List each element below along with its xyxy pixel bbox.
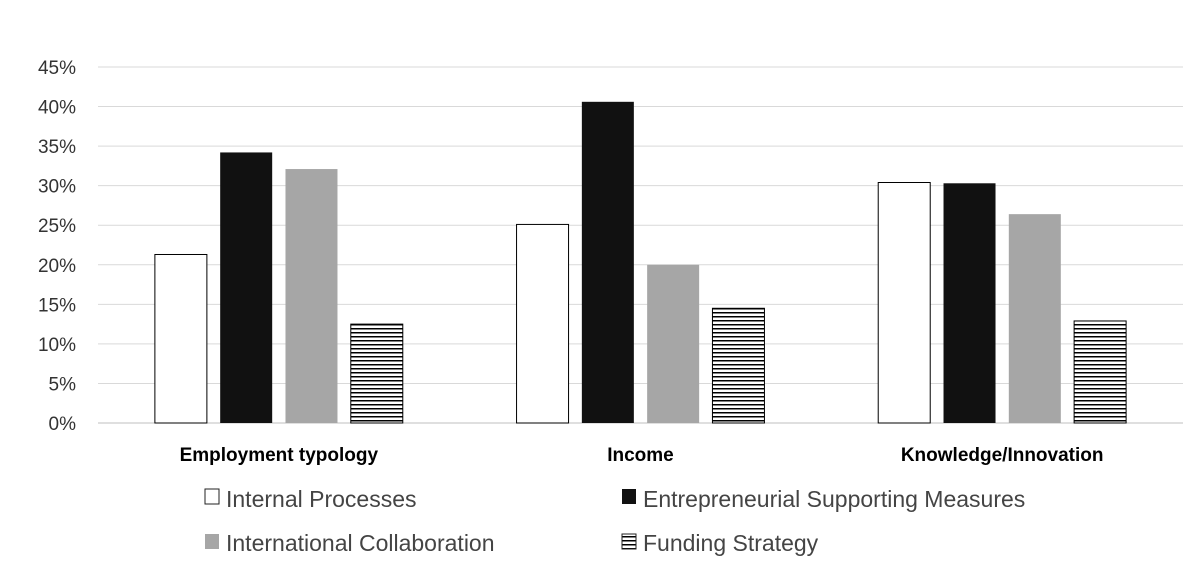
- x-axis-category-labels: Employment typology Income Knowledge/Innov…: [180, 445, 1104, 466]
- y-tick-label: 10%: [38, 335, 76, 356]
- bar-internal-processes-income: [516, 223, 570, 424]
- legend: Internal Processes Entrepreneurial Suppor…: [204, 486, 1025, 556]
- bar-international-collaboration-knowledge-innovation: [1008, 214, 1061, 423]
- y-tick-label: 45%: [38, 58, 76, 79]
- legend-label: International Collaboration: [226, 530, 495, 556]
- bar-internal-processes-knowledge-innovation: [877, 182, 931, 424]
- y-axis-tick-labels: 0% 5% 10% 15% 20% 25% 30% 35% 40% 45%: [38, 58, 76, 435]
- y-tick-label: 15%: [38, 295, 76, 316]
- x-category-label: Income: [607, 445, 674, 466]
- bar-entrepreneurial-supporting-measures-income: [581, 101, 634, 423]
- x-category-label: Employment typology: [180, 445, 379, 466]
- bar-entrepreneurial-supporting-measures-knowledge-innovation: [943, 183, 996, 423]
- y-tick-label: 25%: [38, 216, 76, 237]
- y-tick-label: 20%: [38, 256, 76, 277]
- y-tick-label: 0%: [49, 414, 77, 435]
- bar-funding-strategy-knowledge-innovation: [1073, 320, 1127, 424]
- legend-swatch: [205, 534, 219, 549]
- legend-label: Entrepreneurial Supporting Measures: [643, 486, 1025, 512]
- gridlines: [98, 66, 1183, 424]
- bar-international-collaboration-income: [647, 264, 700, 423]
- bar-funding-strategy-income: [711, 307, 765, 424]
- bar-entrepreneurial-supporting-measures-employment-typology: [220, 152, 273, 423]
- bar-funding-strategy-employment-typology: [350, 323, 404, 424]
- legend-swatch: [622, 489, 636, 504]
- legend-swatch: [204, 488, 220, 505]
- bar-international-collaboration-employment-typology: [285, 169, 338, 423]
- legend-label: Internal Processes: [226, 486, 416, 512]
- bar-internal-processes-employment-typology: [154, 253, 208, 424]
- bars: [154, 101, 1127, 424]
- legend-label: Funding Strategy: [643, 530, 819, 556]
- x-category-label: Knowledge/Innovation: [901, 445, 1104, 466]
- y-tick-label: 5%: [49, 374, 77, 395]
- y-tick-label: 40%: [38, 98, 76, 119]
- y-tick-label: 35%: [38, 137, 76, 158]
- y-tick-label: 30%: [38, 177, 76, 198]
- legend-swatch: [621, 533, 637, 550]
